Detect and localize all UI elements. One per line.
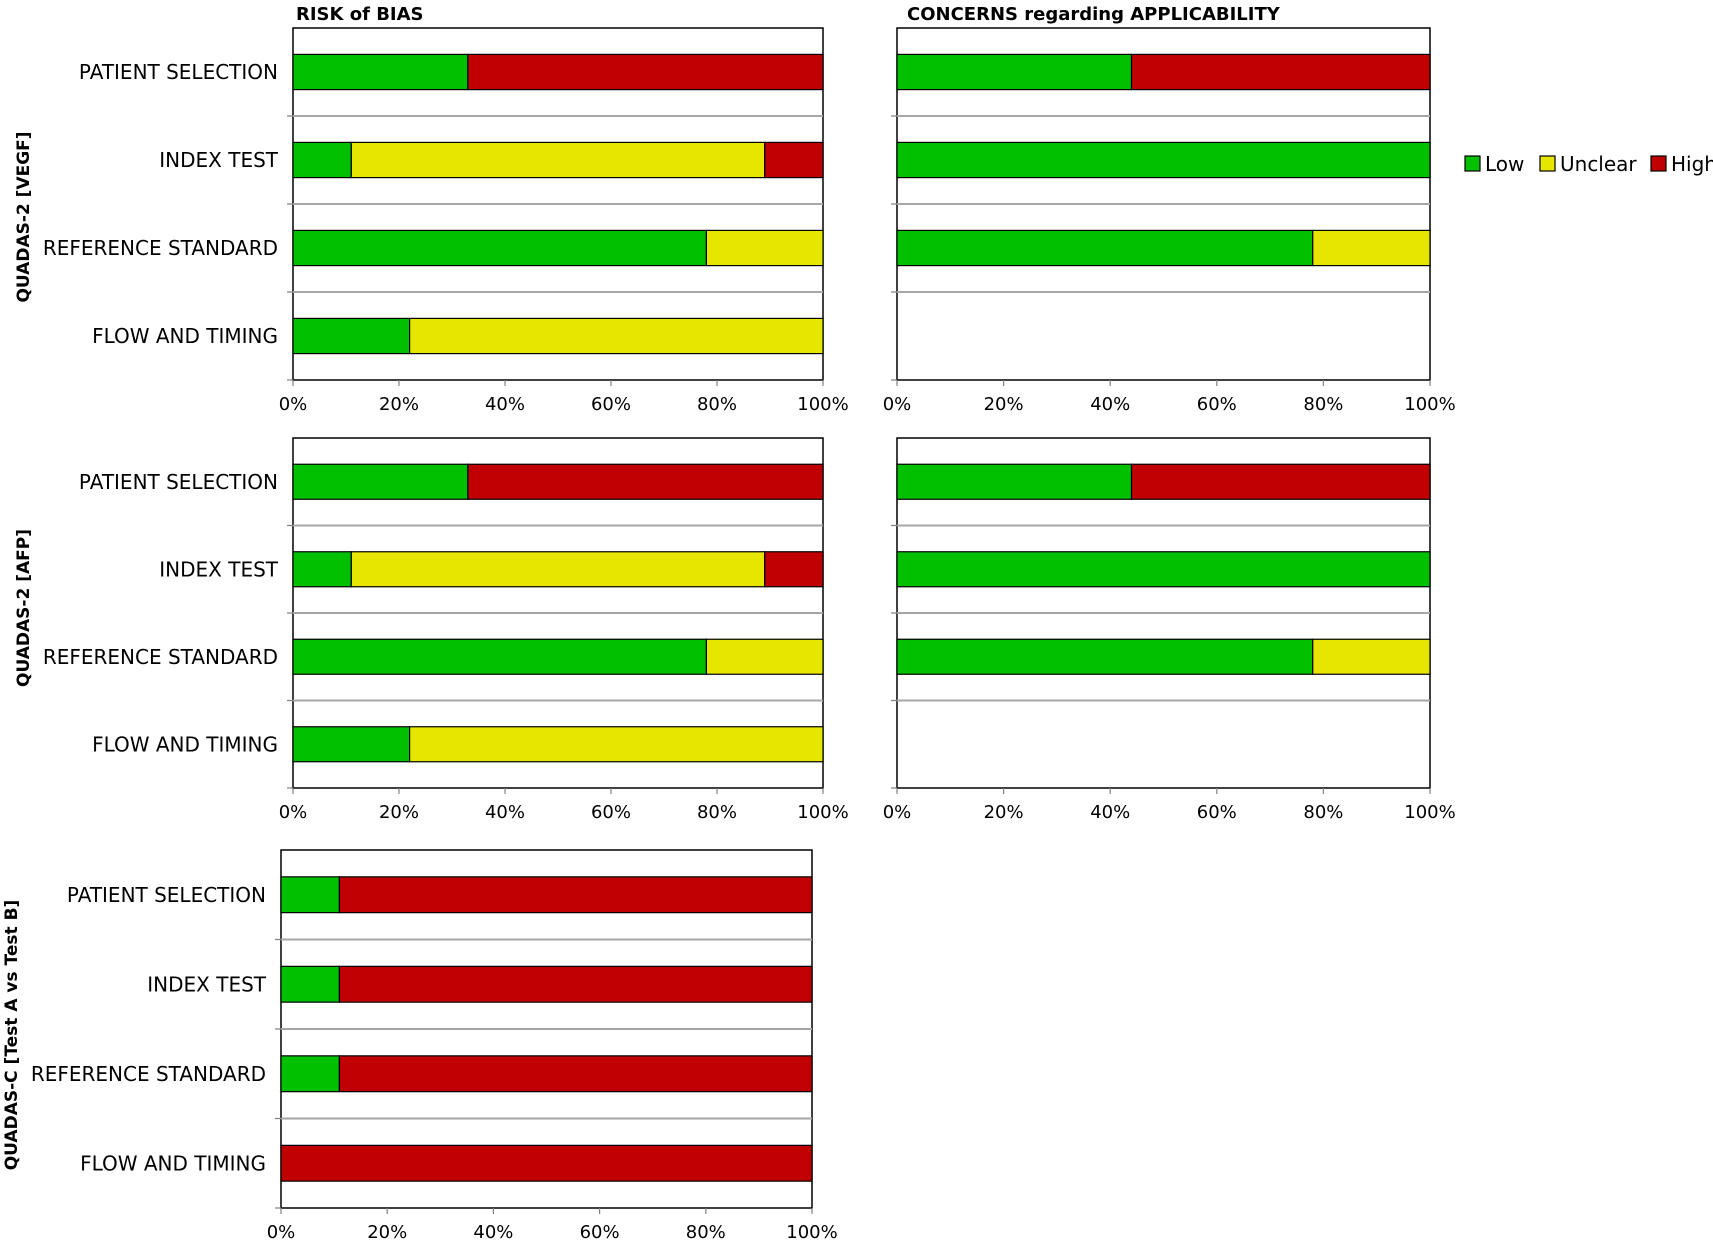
row-title-afp: QUADAS-2 [AFP] — [14, 529, 34, 687]
bar-segment-high — [338, 1055, 813, 1093]
x-tick-label: 60% — [1197, 394, 1237, 415]
bar-segment-unclear — [705, 638, 824, 675]
category-label: INDEX TEST — [159, 148, 279, 172]
bar-segment-low — [292, 141, 352, 179]
chart-panel-2: PATIENT SELECTION INDEX TEST REFERENCE STA… — [43, 437, 849, 823]
bar-segment-low — [280, 876, 341, 914]
x-tick-label: 20% — [984, 394, 1024, 415]
x-tick-label: 100% — [786, 1222, 837, 1241]
applicability-title: CONCERNS regarding APPLICABILITY — [907, 4, 1281, 25]
x-tick-label: 40% — [485, 394, 525, 415]
chart-panel-4: PATIENT SELECTION INDEX TEST REFERENCE STA… — [31, 849, 838, 1241]
category-label: PATIENT SELECTION — [79, 470, 278, 494]
x-tick-label: 80% — [686, 1222, 726, 1241]
bar-segment-high — [764, 141, 824, 179]
bar-segment-low — [292, 317, 411, 355]
x-tick-label: 80% — [1303, 802, 1343, 823]
x-tick-label: 80% — [697, 802, 737, 823]
bar-segment-high — [467, 463, 824, 500]
bar-segment-low — [280, 965, 341, 1003]
category-label: REFERENCE STANDARD — [43, 645, 278, 669]
bar-segment-high — [338, 876, 813, 914]
legend-swatch-unclear — [1539, 155, 1556, 172]
risk-of-bias-title: RISK of BIAS — [296, 4, 424, 25]
bar-segment-high — [1130, 53, 1431, 91]
row-title-vegf: QUADAS-2 [VEGF] — [14, 131, 34, 302]
legend: Low Unclear High — [1464, 152, 1713, 176]
bar-segment-high — [764, 551, 824, 588]
x-tick-label: 100% — [1404, 802, 1455, 823]
bar-segment-low — [292, 53, 469, 91]
x-tick-label: 100% — [797, 394, 848, 415]
x-tick-label: 60% — [580, 1222, 620, 1241]
x-tick-label: 60% — [591, 802, 631, 823]
bar-segment-low — [292, 726, 411, 763]
x-tick-label: 60% — [591, 394, 631, 415]
bar-segment-low — [896, 463, 1133, 500]
category-label: FLOW AND TIMING — [92, 732, 278, 756]
category-label: PATIENT SELECTION — [67, 883, 266, 907]
bar-segment-unclear — [350, 551, 766, 588]
bar-segment-high — [280, 1144, 813, 1182]
bar-segment-low — [292, 638, 707, 675]
bar-segment-low — [896, 551, 1431, 588]
x-tick-label: 0% — [279, 802, 308, 823]
x-tick-label: 20% — [984, 802, 1024, 823]
bar-segment-low — [896, 229, 1314, 267]
bar-segment-unclear — [409, 317, 824, 355]
chart-panel-0: PATIENT SELECTION INDEX TEST REFERENCE STA… — [43, 27, 849, 415]
bar-segment-low — [292, 229, 707, 267]
x-tick-label: 20% — [367, 1222, 407, 1241]
x-tick-label: 0% — [883, 394, 912, 415]
bar-segment-low — [896, 638, 1314, 675]
category-label: PATIENT SELECTION — [79, 60, 278, 84]
x-tick-label: 40% — [473, 1222, 513, 1241]
bar-segment-low — [292, 463, 469, 500]
category-label: REFERENCE STANDARD — [43, 236, 278, 260]
legend-swatch-low — [1464, 155, 1481, 172]
bar-segment-high — [338, 965, 813, 1003]
bar-segment-low — [896, 141, 1431, 179]
x-tick-label: 0% — [883, 802, 912, 823]
legend-swatch-high — [1650, 155, 1667, 172]
category-label: INDEX TEST — [159, 557, 279, 581]
x-tick-label: 0% — [267, 1222, 296, 1241]
x-tick-label: 80% — [1303, 394, 1343, 415]
x-tick-label: 80% — [697, 394, 737, 415]
category-label: REFERENCE STANDARD — [31, 1062, 266, 1086]
bar-segment-high — [1130, 463, 1431, 500]
bar-segment-unclear — [350, 141, 766, 179]
bar-segment-low — [896, 53, 1133, 91]
x-tick-label: 40% — [1090, 394, 1130, 415]
category-label: FLOW AND TIMING — [92, 324, 278, 348]
x-tick-label: 20% — [379, 802, 419, 823]
x-tick-label: 40% — [1090, 802, 1130, 823]
x-tick-label: 100% — [1404, 394, 1455, 415]
chart-panel-3: 0% 20% 40% 60% 80% 100% — [883, 437, 1456, 823]
row-title-quadas-c: QUADAS-C [Test A vs Test B] — [2, 900, 22, 1171]
x-tick-label: 60% — [1197, 802, 1237, 823]
x-tick-label: 40% — [485, 802, 525, 823]
bar-segment-low — [280, 1055, 341, 1093]
legend-label-unclear: Unclear — [1560, 152, 1637, 176]
bar-segment-unclear — [1312, 638, 1431, 675]
category-label: FLOW AND TIMING — [80, 1151, 266, 1175]
charts-layer: PATIENT SELECTION INDEX TEST REFERENCE STA… — [31, 27, 1456, 1241]
legend-label-high: High — [1671, 152, 1713, 176]
x-tick-label: 20% — [379, 394, 419, 415]
bar-segment-unclear — [1312, 229, 1431, 267]
legend-label-low: Low — [1485, 152, 1524, 176]
chart-panel-1: 0% 20% 40% 60% 80% 100% — [883, 27, 1456, 415]
category-label: INDEX TEST — [147, 972, 267, 996]
bar-segment-low — [292, 551, 352, 588]
bar-segment-unclear — [409, 726, 824, 763]
x-tick-label: 0% — [279, 394, 308, 415]
x-tick-label: 100% — [797, 802, 848, 823]
bar-segment-unclear — [705, 229, 824, 267]
bar-segment-high — [467, 53, 824, 91]
